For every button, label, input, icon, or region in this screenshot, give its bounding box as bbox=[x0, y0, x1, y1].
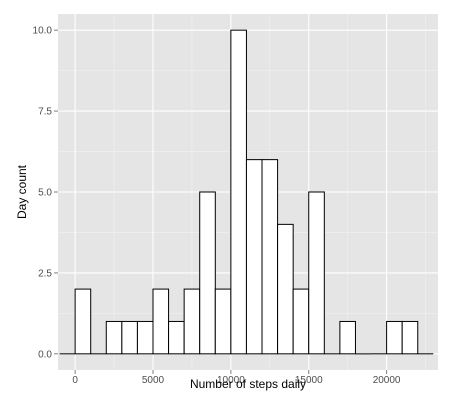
histogram-bar bbox=[152, 288, 170, 355]
histogram-bar bbox=[105, 320, 123, 355]
histogram-bar bbox=[121, 320, 138, 355]
x-tick-label: 15000 bbox=[295, 375, 323, 386]
histogram-bar bbox=[401, 320, 419, 355]
histogram-bar bbox=[136, 320, 154, 355]
y-tick-label: 2.5 bbox=[38, 268, 52, 279]
histogram-bar bbox=[261, 159, 279, 355]
y-tick-label: 0.0 bbox=[38, 349, 52, 360]
y-tick-label: 5.0 bbox=[38, 188, 52, 199]
histogram-bar bbox=[168, 320, 185, 355]
x-axis: 0 5000 10000 15000 20000 bbox=[72, 370, 401, 386]
histogram-bar bbox=[292, 288, 310, 355]
histogram-bar bbox=[214, 288, 232, 355]
histogram-bar bbox=[230, 29, 247, 355]
y-axis-title: Day count bbox=[15, 164, 29, 219]
histogram-bar bbox=[277, 223, 294, 355]
y-axis: 0.0 2.5 5.0 7.5 10.0 bbox=[33, 26, 58, 360]
histogram-bar bbox=[308, 191, 325, 355]
histogram-bar bbox=[74, 288, 92, 355]
histogram-bar bbox=[183, 288, 201, 355]
x-axis-title: Number of steps daily bbox=[190, 377, 306, 391]
histogram-bar bbox=[245, 159, 263, 355]
x-tick-label: 0 bbox=[72, 375, 78, 386]
x-tick-label: 5000 bbox=[142, 375, 165, 386]
histogram-bar bbox=[199, 191, 216, 355]
y-tick-label: 10.0 bbox=[33, 26, 53, 37]
histogram-bars bbox=[59, 29, 434, 355]
x-tick-label: 10000 bbox=[217, 375, 245, 386]
y-tick-label: 7.5 bbox=[38, 107, 52, 118]
x-tick-label: 20000 bbox=[373, 375, 401, 386]
histogram-bar bbox=[339, 320, 356, 355]
histogram-bar bbox=[386, 320, 403, 355]
